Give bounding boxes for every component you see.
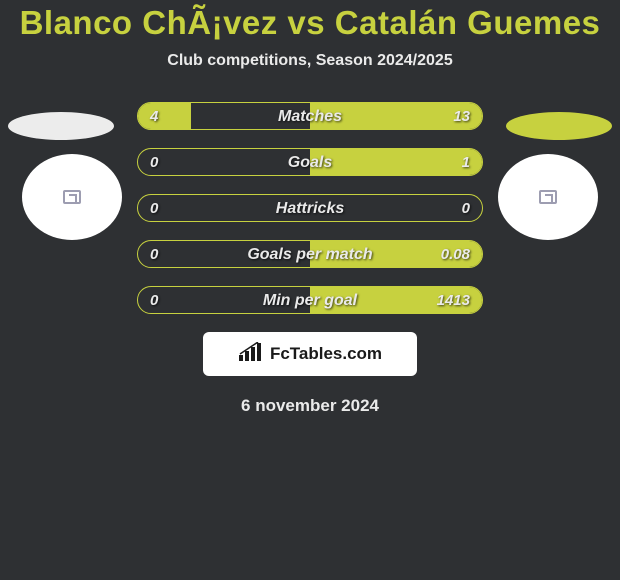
stat-value-right: 1 [462, 149, 470, 176]
stat-row: 0 Goals per match 0.08 [137, 240, 483, 268]
placeholder-icon [63, 190, 81, 204]
stat-label: Hattricks [276, 195, 344, 222]
stat-bars: 4 Matches 13 0 Goals 1 0 Hattricks 0 0 Goals per m… [137, 102, 483, 314]
stat-fill-left [138, 103, 191, 129]
stat-label: Goals [288, 149, 332, 176]
stat-value-left: 0 [150, 287, 158, 314]
comparison-card: Blanco ChÃ¡vez vs Catalán Guemes Club co… [0, 0, 620, 416]
team-marker-left [8, 112, 114, 140]
stat-value-left: 0 [150, 195, 158, 222]
stat-value-left: 4 [150, 103, 158, 130]
brand-text: FcTables.com [270, 344, 382, 364]
stat-value-right: 13 [453, 103, 470, 130]
stat-value-right: 1413 [437, 287, 470, 314]
stat-label: Matches [278, 103, 342, 130]
stat-row: 0 Min per goal 1413 [137, 286, 483, 314]
stat-value-left: 0 [150, 241, 158, 268]
stat-value-right: 0.08 [441, 241, 470, 268]
team-marker-right [506, 112, 612, 140]
subtitle: Club competitions, Season 2024/2025 [0, 52, 620, 70]
team-badge-left [22, 154, 122, 240]
comparison-body: 4 Matches 13 0 Goals 1 0 Hattricks 0 0 Goals per m… [0, 102, 620, 416]
brand-chart-icon [238, 342, 264, 367]
brand-badge: FcTables.com [203, 332, 417, 376]
stat-label: Min per goal [263, 287, 357, 314]
stat-row: 4 Matches 13 [137, 102, 483, 130]
team-badge-right [498, 154, 598, 240]
stat-label: Goals per match [247, 241, 372, 268]
stat-fill-right [310, 149, 482, 175]
stat-value-right: 0 [462, 195, 470, 222]
stat-value-left: 0 [150, 149, 158, 176]
stat-row: 0 Goals 1 [137, 148, 483, 176]
page-title: Blanco ChÃ¡vez vs Catalán Guemes [0, 4, 620, 42]
placeholder-icon [539, 190, 557, 204]
stat-row: 0 Hattricks 0 [137, 194, 483, 222]
date-text: 6 november 2024 [0, 396, 620, 416]
